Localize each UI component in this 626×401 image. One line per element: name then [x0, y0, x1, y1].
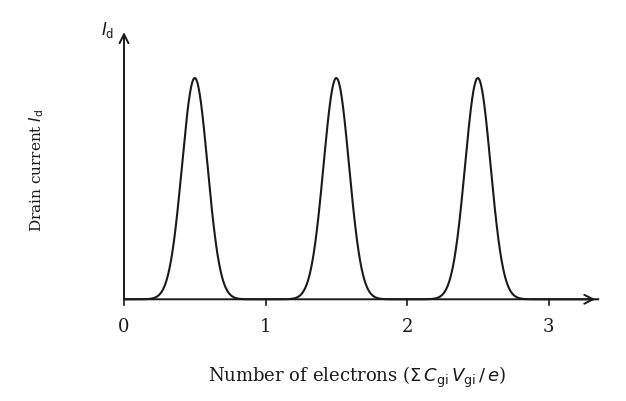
Text: 0: 0: [118, 317, 130, 335]
Text: 2: 2: [401, 317, 413, 335]
Text: Number of electrons ($\Sigma\,C_\mathrm{gi}\,V_\mathrm{gi}\,/\,e$): Number of electrons ($\Sigma\,C_\mathrm{…: [208, 364, 506, 389]
Text: 1: 1: [260, 317, 271, 335]
Text: $I_\mathrm{d}$: $I_\mathrm{d}$: [101, 20, 114, 40]
Text: Drain current $I_\mathrm{d}$: Drain current $I_\mathrm{d}$: [28, 109, 46, 232]
Text: 3: 3: [543, 317, 555, 335]
